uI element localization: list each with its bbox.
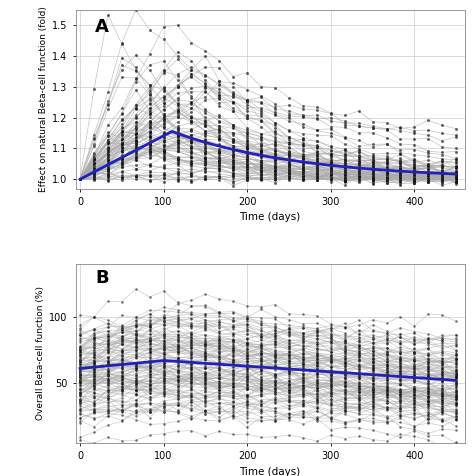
Y-axis label: Effect on natural Beta-cell function (fold): Effect on natural Beta-cell function (fo… bbox=[39, 6, 48, 192]
X-axis label: Time (days): Time (days) bbox=[239, 466, 301, 476]
Text: B: B bbox=[95, 269, 109, 287]
Y-axis label: Overall Beta-cell function (%): Overall Beta-cell function (%) bbox=[36, 286, 45, 420]
Text: A: A bbox=[95, 19, 109, 37]
X-axis label: Time (days): Time (days) bbox=[239, 212, 301, 222]
